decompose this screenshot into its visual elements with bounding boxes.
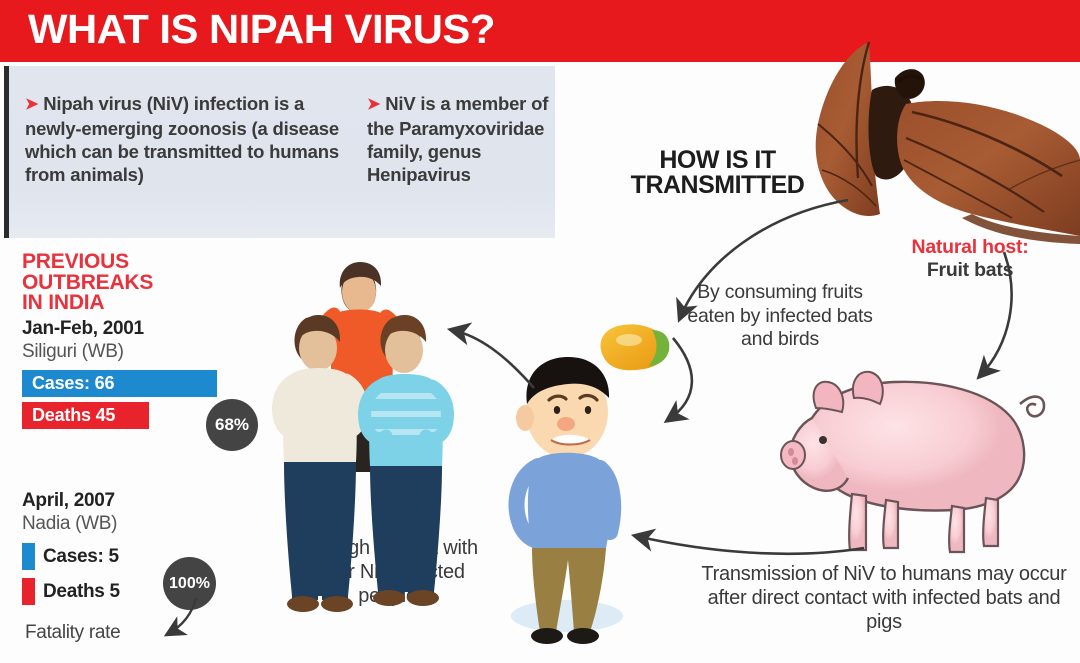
caption-animal-contact: Transmission of NiV to humans may occur … [701,563,1067,633]
caption-fruit-transmission: By consuming fruits eaten by infected ba… [687,281,873,350]
header-bar: WHAT IS NIPAH VIRUS? [0,0,1080,62]
deaths-bar: Deaths 45 [22,402,149,429]
bullet-arrow-icon: ➤ [367,96,381,113]
fruit-bat-illustration [815,41,1080,244]
outbreak-entry-2007: April, 2007 Nadia (WB) Cases: 5 Deaths 5 [22,490,120,605]
intro-fact-1: ➤ Nipah virus (NiV) infection is a newly-… [25,92,355,186]
cases-label: Cases: 5 [43,545,119,567]
deaths-swatch [22,578,35,605]
outbreak-date: April, 2007 [22,490,115,511]
previous-outbreaks-heading: PREVIOUS OUTBREAKS IN INDIA [22,250,154,314]
cases-bar: Cases: 66 [22,370,217,397]
intro-fact-2: ➤ NiV is a member of the Paramyxoviridae … [367,92,557,186]
outbreak-place: Nadia (WB) [22,513,118,534]
intro-fact-1-text: Nipah virus (NiV) infection is a newly-e… [25,93,339,185]
intro-panel: ➤ Nipah virus (NiV) infection is a newly-… [4,66,555,238]
intro-fact-2-text: NiV is a member of the Paramyxoviridae f… [367,93,549,185]
caption-natural-host: Natural host: Fruit bats [900,236,1040,282]
pig-illustration [780,370,1046,554]
page-title: WHAT IS NIPAH VIRUS? [28,6,495,52]
arrow-person-to-people [446,322,535,389]
bullet-arrow-icon: ➤ [25,96,39,113]
outbreak-place: Siliguri (WB) [22,341,124,362]
outbreak-entry-2001: Jan-Feb, 2001 Siliguri (WB) Cases: 66 De… [22,318,217,429]
natural-host-label: Natural host: [911,236,1029,258]
natural-host-value: Fruit bats [926,259,1014,281]
arrow-pig-to-person [630,528,865,556]
fatality-badge-2001: 68% [206,399,258,451]
how-transmitted-heading: HOW IS IT TRANSMITTED [630,146,805,199]
deaths-legend: Deaths 5 [22,578,120,605]
sick-person-illustration [508,356,623,644]
mango-illustration [600,324,670,371]
fatality-badge-2007: 100% [163,557,216,610]
cases-swatch [22,543,35,570]
deaths-label: Deaths 5 [43,580,120,602]
cases-legend: Cases: 5 [22,543,120,570]
fatality-rate-caption: Fatality rate [25,622,121,643]
caption-human-contact: Through contact with other NiV-infected … [297,537,478,607]
outbreak-date: Jan-Feb, 2001 [22,318,144,339]
